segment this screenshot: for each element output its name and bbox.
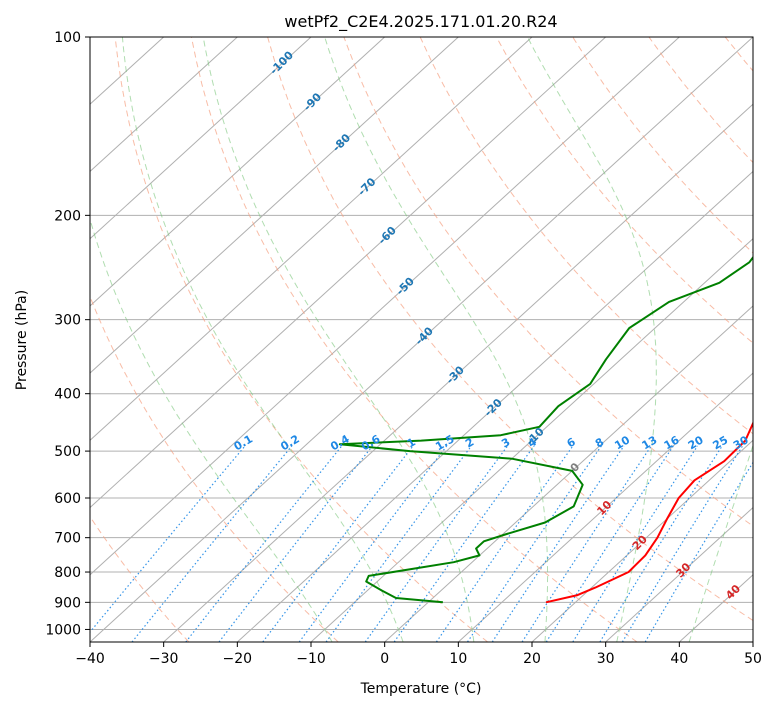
mixing-ratio-line bbox=[393, 445, 535, 642]
y-tick-label: 700 bbox=[54, 531, 81, 547]
mixing-ratio-label: 36 bbox=[752, 433, 772, 452]
dry-adiabat bbox=[648, 37, 753, 164]
dry-adiabat bbox=[114, 37, 488, 642]
mixing-ratio-line bbox=[364, 445, 509, 642]
x-tick-label: 20 bbox=[523, 651, 541, 667]
mixing-ratio-line bbox=[325, 445, 472, 642]
mixing-ratio-label: 3 bbox=[499, 435, 512, 450]
mixing-ratio-line bbox=[131, 445, 293, 642]
x-tick-label: 10 bbox=[449, 651, 467, 667]
mixing-ratio-label: 20 bbox=[686, 433, 706, 452]
dry-adiabat bbox=[343, 37, 753, 527]
dry-adiabat bbox=[419, 37, 753, 435]
isotherm-line bbox=[605, 506, 753, 642]
mixing-ratio-label: 13 bbox=[640, 433, 660, 452]
plot-frame bbox=[89, 36, 754, 643]
x-tick-label: 30 bbox=[597, 651, 615, 667]
isotherm-line bbox=[90, 37, 533, 442]
y-tick-label: 100 bbox=[54, 30, 81, 46]
y-tick-label: 900 bbox=[54, 595, 81, 611]
temperature-profile bbox=[545, 420, 753, 604]
isotherm-line bbox=[531, 439, 753, 642]
mixing-ratio-line bbox=[185, 445, 343, 642]
moist-adiabat bbox=[90, 217, 333, 642]
y-tick-label: 600 bbox=[54, 491, 81, 507]
background-lines bbox=[90, 37, 753, 642]
profile-lines bbox=[338, 255, 753, 604]
y-tick-label: 500 bbox=[54, 444, 81, 460]
dry-adiabat bbox=[572, 37, 753, 254]
dry-adiabat bbox=[90, 295, 339, 642]
mixing-ratio-label: 0.2 bbox=[278, 432, 301, 453]
x-tick-label: 50 bbox=[744, 651, 762, 667]
mixing-ratio-label: 16 bbox=[662, 433, 682, 452]
mixing-ratio-line bbox=[435, 445, 574, 642]
moist-adiabat bbox=[688, 444, 753, 642]
mixing-ratio-label: 0.4 bbox=[328, 432, 352, 453]
isotherm-line bbox=[90, 37, 312, 240]
x-tick-label: 0 bbox=[380, 651, 389, 667]
mixing-ratio-line bbox=[298, 445, 448, 642]
mixing-ratio-line bbox=[90, 445, 246, 633]
mixing-ratio-line bbox=[621, 445, 744, 642]
isotherm-line bbox=[90, 37, 238, 173]
mixing-ratio-line bbox=[545, 445, 674, 642]
mixing-ratio-line bbox=[599, 445, 723, 642]
isotherm-line bbox=[457, 372, 753, 642]
x-tick-label: −10 bbox=[296, 651, 326, 667]
isotherm-line bbox=[90, 37, 607, 509]
y-axis-label: Pressure (hPa) bbox=[14, 290, 30, 390]
mixing-ratio-line bbox=[466, 445, 602, 642]
mixing-ratio-line bbox=[644, 461, 753, 642]
mixing-ratio-label: 0.1 bbox=[232, 432, 255, 453]
dry-adiabat bbox=[267, 37, 753, 622]
isotherm-line bbox=[752, 641, 753, 642]
moist-adiabat bbox=[121, 37, 404, 642]
isotherm-line bbox=[310, 237, 753, 642]
dry-adiabat bbox=[90, 515, 190, 642]
dry-adiabat bbox=[190, 37, 638, 642]
moist-adiabat bbox=[202, 37, 475, 642]
mixing-ratio-label: 1 bbox=[405, 435, 418, 450]
mixing-ratio-line bbox=[218, 445, 373, 642]
axes: −40 −30 −20 −10 0 10 20 30 40 5010020030040050060… bbox=[45, 30, 762, 667]
mixing-ratio-line bbox=[521, 445, 652, 642]
isotherm-line bbox=[163, 103, 753, 642]
mixing-ratio-line bbox=[491, 445, 625, 642]
mixing-ratio-line bbox=[262, 445, 414, 642]
mixing-ratio-label: 10 bbox=[612, 433, 632, 452]
isotherm-line bbox=[90, 37, 753, 642]
y-tick-label: 200 bbox=[54, 208, 81, 224]
y-tick-label: 300 bbox=[54, 313, 81, 329]
mixing-ratio-label: 25 bbox=[711, 433, 731, 452]
mixing-ratio-label: 1.5 bbox=[433, 432, 456, 453]
moist-adiabat bbox=[324, 37, 549, 642]
y-tick-label: 800 bbox=[54, 565, 81, 581]
isotherm-line bbox=[90, 37, 459, 374]
mixing-ratio-label: 8 bbox=[593, 435, 606, 450]
x-tick-label: −20 bbox=[223, 651, 253, 667]
mixing-ratio-line bbox=[572, 445, 699, 642]
mixing-ratio-label: 6 bbox=[565, 435, 578, 450]
mixing-ratio-label: 0.6 bbox=[359, 432, 383, 453]
isotherm-line bbox=[236, 170, 753, 642]
x-tick-label: 40 bbox=[670, 651, 688, 667]
y-tick-label: 1000 bbox=[45, 622, 81, 638]
isotherm-line bbox=[90, 37, 680, 576]
dry-adiabat bbox=[495, 37, 753, 344]
dry-adiabat bbox=[724, 37, 753, 72]
y-tick-label: 400 bbox=[54, 387, 81, 403]
x-axis-label: Temperature (°C) bbox=[360, 681, 482, 697]
isotherm-line bbox=[90, 37, 386, 307]
isotherm-line bbox=[384, 305, 753, 642]
x-tick-label: −40 bbox=[75, 651, 105, 667]
isotherm-label: -100 bbox=[267, 48, 296, 77]
x-tick-label: −30 bbox=[149, 651, 179, 667]
chart-title: wetPf2_C2E4.2025.171.01.20.R24 bbox=[284, 12, 557, 32]
